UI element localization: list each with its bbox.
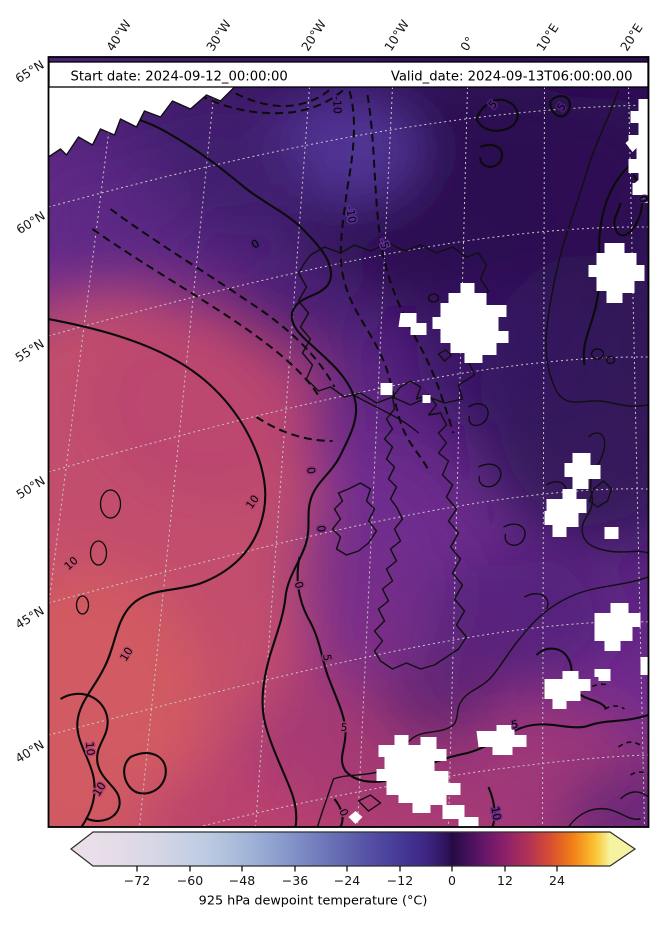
- cloud-patch: [594, 669, 611, 681]
- colorbar-gradient-bar: [70, 831, 637, 867]
- cloud-patch: [422, 395, 431, 403]
- valid-date-label: Valid_date: 2024-09-13T06:00:00.00: [391, 70, 633, 85]
- iceland-coast: [297, 242, 490, 406]
- longitude-tick-label: 20°E: [618, 21, 646, 53]
- cloud-patch: [398, 313, 427, 335]
- longitude-tick-label: 10°E: [534, 21, 562, 53]
- latitude-tick-label: 50°N: [14, 474, 48, 502]
- colorbar-tick-label: −12: [387, 873, 413, 888]
- contours-solid: [48, 95, 649, 827]
- mediterranean-coast: [567, 807, 641, 827]
- latitude-tick-label: 65°N: [13, 58, 47, 86]
- contour-label: 10: [488, 805, 503, 821]
- contour-label: 5: [320, 653, 334, 661]
- contour-label: -10: [330, 96, 344, 114]
- contour-label: -10: [343, 205, 359, 225]
- cloud-patch: [348, 811, 363, 824]
- field-blob: [228, 242, 369, 352]
- cloud-patch: [544, 671, 591, 709]
- contour-label: 10: [83, 741, 97, 756]
- greenland-coast: [48, 86, 235, 158]
- cloud-patch: [396, 788, 409, 800]
- colorbar-tick-label: −48: [229, 873, 255, 888]
- contour-label: 0: [314, 525, 328, 533]
- graticule: [48, 86, 649, 827]
- latitude-axis: 65°N 60°N 55°N 50°N 45°N 40°N: [13, 58, 48, 766]
- latitude-tick-label: 45°N: [13, 604, 47, 632]
- norway-mountain-patch: [564, 453, 601, 489]
- colorbar-axis-label: 925 hPa dewpoint temperature (°C): [199, 894, 428, 909]
- norway-mountain-patch: [588, 243, 645, 303]
- map-border: [47, 56, 650, 828]
- cloud-patches: [348, 87, 649, 827]
- field-blob: [423, 547, 614, 687]
- mediterranean-coast: [620, 791, 649, 800]
- cloud-patch: [604, 527, 619, 539]
- colorbar-tick-label: −36: [282, 873, 308, 888]
- field-blob: [561, 765, 649, 827]
- longitude-tick-label: 30°W: [204, 18, 234, 54]
- denmark-coast: [588, 480, 613, 508]
- contour-label: 0: [304, 466, 318, 475]
- west-europe-coast: [316, 576, 649, 827]
- norway-coast: [545, 89, 649, 408]
- faroe-coast: [437, 349, 453, 362]
- field-blob-warm-tongue: [93, 307, 324, 497]
- cloud-patch: [442, 805, 479, 827]
- britain-coast: [373, 380, 468, 670]
- colorbar: −72 −60 −48 −36 −24 −12 0 12 24 925 hPa dewpoint…: [70, 831, 637, 909]
- field-blob: [548, 97, 649, 257]
- colorbar-tick-label: 24: [549, 873, 565, 888]
- baltic-coast: [581, 432, 649, 554]
- colorbar-tick-label: −72: [124, 873, 150, 888]
- cloud-patch: [632, 179, 646, 193]
- dewpoint-field: [48, 57, 649, 827]
- latitude-tick-label: 60°N: [14, 209, 48, 237]
- colorbar-ticks: −72 −60 −48 −36 −24 −12 0 12 24: [124, 866, 565, 888]
- colorbar-tick-label: −24: [334, 873, 360, 888]
- field-blob: [138, 773, 329, 827]
- field-blob-purple: [293, 457, 464, 697]
- field-blob: [48, 152, 189, 292]
- contour-label: 5: [340, 721, 349, 735]
- start-date-label: Start date: 2024-09-12_00:00:00: [71, 70, 288, 85]
- longitude-tick-label: 40°W: [104, 18, 134, 54]
- cloud-patch: [380, 383, 393, 395]
- cloud-patch: [625, 136, 641, 152]
- colorbar-tick-label: 12: [497, 873, 513, 888]
- latitude-tick-label: 55°N: [13, 337, 47, 365]
- colorbar-tick-label: −60: [177, 873, 203, 888]
- title-strip: Start date: 2024-09-12_00:00:00 Valid_da…: [48, 61, 649, 88]
- longitude-tick-label: 10°W: [382, 18, 412, 54]
- iceland-glacier-patch: [432, 283, 509, 363]
- field-blob-bright-southwest: [48, 567, 204, 827]
- norway-mountain-patch: [544, 489, 587, 537]
- longitude-tick-label: 20°W: [299, 18, 329, 54]
- longitude-axis: 40°W 30°W 20°W 10°W 0° 10°E 20°E: [104, 18, 646, 54]
- latitude-tick-label: 40°N: [13, 738, 47, 766]
- field-blob: [378, 657, 499, 747]
- longitude-tick-label: 0°: [458, 34, 477, 53]
- cloud-patch: [640, 657, 649, 675]
- contours-dashed: [91, 86, 649, 776]
- cloud-patch: [476, 725, 527, 755]
- cloud-patch: [594, 603, 641, 651]
- ireland-coast: [331, 482, 378, 556]
- colorbar-tick-label: 0: [448, 873, 456, 888]
